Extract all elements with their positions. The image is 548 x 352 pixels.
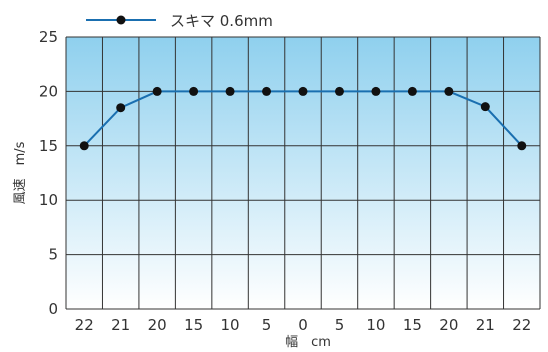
x-tick-label: 5 (262, 316, 272, 334)
data-point (480, 102, 490, 112)
y-tick-label: 5 (48, 246, 58, 264)
y-tick-labels: 0 5 10 15 20 25 (39, 28, 58, 318)
grid (65, 36, 541, 310)
data-point (225, 86, 235, 96)
x-tick-label: 15 (184, 316, 203, 334)
x-axis-label: 幅 cm (285, 335, 331, 350)
x-tick-label: 10 (221, 316, 240, 334)
x-tick-label: 21 (476, 316, 495, 334)
y-tick-label: 10 (39, 191, 58, 209)
y-tick-label: 25 (39, 28, 58, 46)
legend-marker (116, 15, 126, 25)
data-point (262, 86, 272, 96)
y-tick-label: 0 (48, 300, 58, 318)
data-point (79, 141, 89, 151)
data-point (371, 86, 381, 96)
data-point (517, 141, 527, 151)
x-tick-label: 0 (298, 316, 308, 334)
data-point (116, 103, 126, 113)
data-point (152, 86, 162, 96)
y-tick-label: 20 (39, 82, 58, 100)
x-tick-label: 20 (148, 316, 167, 334)
series (79, 86, 527, 151)
x-tick-label: 21 (111, 316, 130, 334)
plot-area (66, 37, 540, 309)
legend: スキマ 0.6mm (86, 12, 273, 30)
x-tick-label: 22 (75, 316, 94, 334)
x-tick-label: 22 (512, 316, 531, 334)
y-tick-label: 15 (39, 137, 58, 155)
x-tick-label: 20 (439, 316, 458, 334)
x-tick-label: 5 (335, 316, 345, 334)
x-tick-label: 10 (366, 316, 385, 334)
data-point (334, 86, 344, 96)
data-point (407, 86, 417, 96)
x-tick-label: 15 (403, 316, 422, 334)
legend-label: スキマ 0.6mm (170, 12, 273, 30)
y-axis-label: 風速 m/s (13, 141, 28, 204)
x-tick-labels: 22 21 20 15 10 5 0 5 10 15 20 21 22 (75, 316, 532, 334)
data-point (298, 86, 308, 96)
data-point (189, 86, 199, 96)
data-point (444, 86, 454, 96)
